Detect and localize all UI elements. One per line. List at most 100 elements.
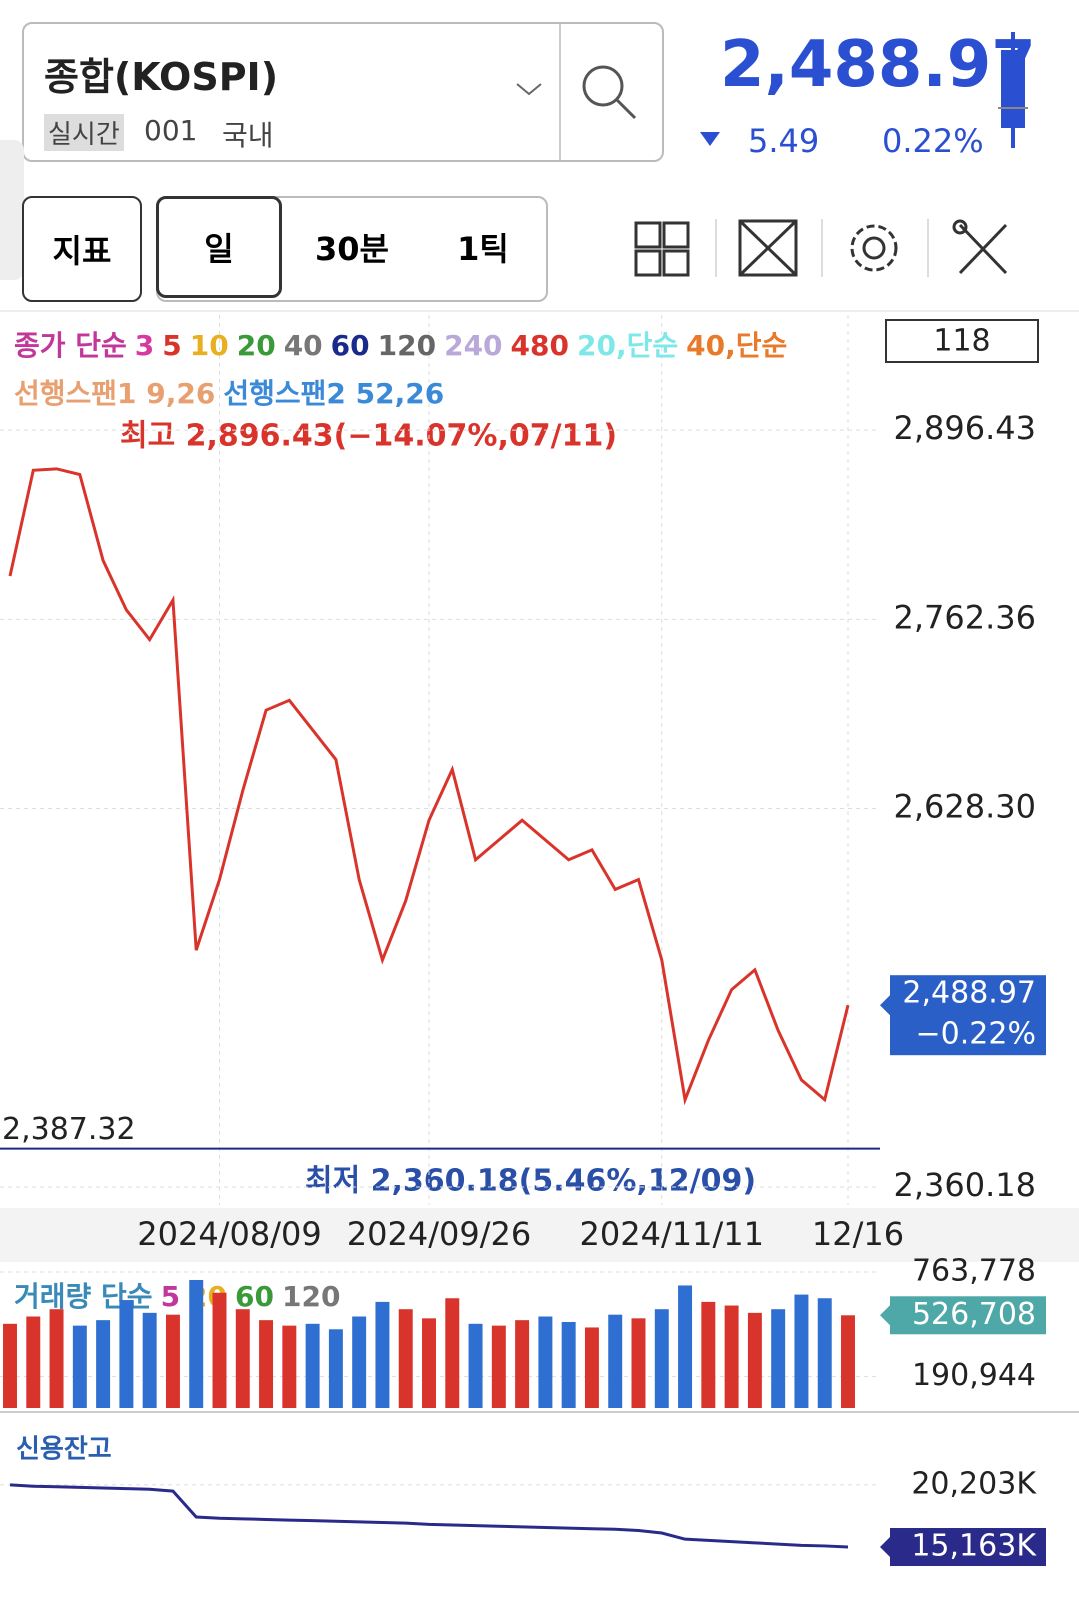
- legend-item: 60: [331, 329, 370, 362]
- volume-bar: [375, 1301, 390, 1408]
- period-button[interactable]: 1틱: [457, 230, 509, 268]
- legend-item: 120: [378, 329, 436, 362]
- volume-bar: [608, 1314, 623, 1408]
- volume-bar: [561, 1321, 576, 1408]
- legend-item: 종가 단순: [14, 329, 127, 362]
- volume-bar: [352, 1316, 367, 1408]
- current-label: 15,163K: [911, 1529, 1037, 1564]
- legend-item: 240: [444, 329, 502, 362]
- y-tick-label: 763,778: [912, 1253, 1036, 1288]
- volume-bar: [654, 1309, 669, 1408]
- toolbar-icons: [634, 219, 1008, 277]
- volume-bar: [189, 1279, 204, 1408]
- dropdown-icon[interactable]: [514, 79, 544, 99]
- volume-bar: [305, 1323, 320, 1408]
- volume-bar: [584, 1327, 599, 1408]
- x-tick-label: 12/16: [812, 1215, 904, 1253]
- volume-bar: [771, 1309, 786, 1408]
- badge: 실시간: [44, 114, 124, 151]
- divider: [559, 24, 561, 160]
- legend-item: 40: [284, 329, 323, 362]
- side-handle[interactable]: [0, 140, 24, 280]
- period-button[interactable]: 30분: [315, 230, 389, 268]
- change: 5.49: [748, 122, 820, 160]
- legend-item: 선행스팬1 9,26: [14, 377, 215, 410]
- volume-bar: [328, 1329, 343, 1408]
- settings-icon[interactable]: [850, 224, 898, 272]
- y-tick-label: 2,896.43: [894, 409, 1037, 447]
- y-tick-label: 190,944: [912, 1358, 1036, 1393]
- current-tag: [890, 975, 1046, 1056]
- fullscreen-icon[interactable]: [738, 219, 798, 277]
- low-note: 최저 2,360.18(5.46%,12/09): [305, 1164, 756, 1199]
- volume-bar: [235, 1309, 250, 1408]
- volume-bar: [96, 1320, 111, 1408]
- volume-bar: [445, 1298, 460, 1408]
- change-pct: 0.22%: [882, 122, 984, 160]
- volume-bar: [794, 1294, 809, 1408]
- current-label: 526,708: [912, 1297, 1036, 1332]
- price-line: [9, 1483, 849, 1549]
- market: 국내: [222, 119, 274, 152]
- current-label: 2,488.97: [902, 976, 1036, 1011]
- volume-bar: [491, 1325, 506, 1408]
- indicator-button[interactable]: 지표: [22, 196, 142, 302]
- y-tick-label: 20,203K: [911, 1466, 1037, 1501]
- volume-bar: [282, 1325, 297, 1408]
- current-tag-arrow: [880, 1535, 892, 1560]
- legend-item: 10: [190, 329, 229, 362]
- volume-bar: [422, 1318, 436, 1408]
- symbol-box[interactable]: 종합(KOSPI) 실시간 001 국내: [22, 22, 664, 162]
- legend-item: 20,단순: [577, 329, 678, 362]
- count-box: [885, 319, 1039, 363]
- legend-item: 60: [235, 1280, 274, 1313]
- x-tick-label: 2024/08/09: [137, 1215, 321, 1253]
- y-tick-label: 2,360.18: [894, 1166, 1037, 1204]
- volume-bar: [724, 1305, 739, 1408]
- volume-bar: [119, 1300, 134, 1408]
- volume-bar: [747, 1312, 762, 1408]
- symbol-code: 001: [144, 114, 198, 147]
- current-tag-arrow: [880, 1303, 892, 1328]
- legend-item: 5: [162, 329, 181, 362]
- volume-bar: [26, 1316, 41, 1408]
- volume-bar: [212, 1292, 227, 1408]
- symbol-name: 종합(KOSPI): [44, 55, 279, 99]
- volume-bar: [49, 1309, 64, 1408]
- current-tag-arrow: [880, 993, 892, 1018]
- volume-bar: [515, 1320, 530, 1408]
- legend-item: 5: [161, 1280, 180, 1313]
- y-tick-label: 2,628.30: [894, 788, 1037, 826]
- volume-bar: [398, 1309, 413, 1408]
- legend: 선행스팬1 9,26 선행스팬2 52,26: [14, 377, 444, 410]
- current-tag: [890, 1528, 1046, 1567]
- volume-bar: [259, 1320, 274, 1408]
- volume-bar: [678, 1285, 693, 1408]
- y-tick-label: 2,762.36: [894, 598, 1037, 636]
- high-note: 최고 2,896.43(−14.07%,07/11): [120, 419, 617, 454]
- volume-bar: [817, 1298, 832, 1408]
- volume-bar: [631, 1318, 646, 1408]
- volume-bar: [841, 1315, 855, 1408]
- tools-icon[interactable]: [952, 219, 1008, 275]
- legend: 거래량 단순 5 20 60 120: [14, 1280, 340, 1313]
- legend-item: 20: [237, 329, 276, 362]
- legend-item: 480: [511, 329, 569, 362]
- layout-icon[interactable]: [634, 221, 690, 277]
- legend-item: 120: [282, 1280, 340, 1313]
- current-change: −0.22%: [916, 1017, 1036, 1052]
- price: 2,488.97: [720, 28, 1036, 102]
- mini-candle: [998, 32, 1028, 148]
- period-button[interactable]: 일: [156, 196, 282, 298]
- date-axis-bg: [0, 1208, 1079, 1262]
- volume-bar: [701, 1301, 716, 1408]
- count-text: 118: [933, 324, 990, 359]
- search-icon[interactable]: [579, 62, 639, 122]
- separator: [0, 310, 1079, 312]
- legend: 종가 단순 3 5 10 20 40 60 120 240 480 20,단순 40,단순: [14, 329, 787, 362]
- legend-item: 40,단순: [686, 329, 787, 362]
- volume-bar: [3, 1323, 17, 1408]
- volume-bar: [538, 1316, 553, 1408]
- price-line: [8, 467, 850, 1106]
